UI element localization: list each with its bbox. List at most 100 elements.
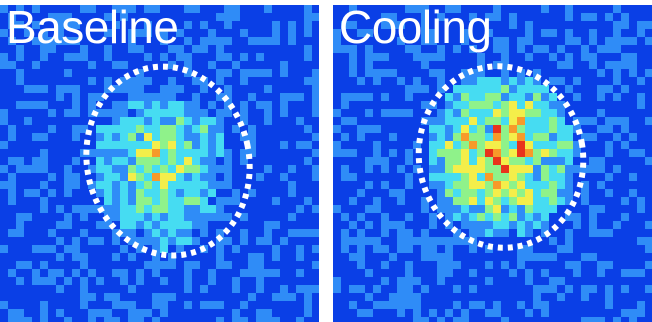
heatmap-pixel <box>349 117 357 125</box>
heatmap-pixel <box>493 229 501 237</box>
heatmap-pixel <box>573 93 581 101</box>
heatmap-pixel <box>120 117 128 125</box>
heatmap-pixel <box>381 301 389 309</box>
heatmap-pixel <box>493 141 501 149</box>
heatmap-pixel <box>296 205 304 213</box>
heatmap-pixel <box>312 93 319 101</box>
heatmap-pixel <box>224 13 232 21</box>
heatmap-pixel <box>208 301 216 309</box>
heatmap-pixel <box>509 165 517 173</box>
heatmap-pixel <box>48 229 56 237</box>
heatmap-pixel <box>264 109 272 117</box>
heatmap-pixel <box>168 141 176 149</box>
heatmap-pixel <box>389 301 397 309</box>
heatmap-pixel <box>533 109 541 117</box>
heatmap-pixel <box>144 221 152 229</box>
heatmap-pixel <box>549 117 557 125</box>
heatmap-pixel <box>112 317 120 322</box>
heatmap-pixel <box>429 309 437 317</box>
heatmap-pixel <box>469 109 477 117</box>
heatmap-pixel <box>573 149 581 157</box>
heatmap-pixel <box>365 269 373 277</box>
heatmap-pixel <box>549 165 557 173</box>
heatmap-pixel <box>533 181 541 189</box>
heatmap-pixel <box>349 237 357 245</box>
heatmap-pixel <box>629 309 637 317</box>
heatmap-pixel <box>589 61 597 69</box>
heatmap-pixel <box>136 157 144 165</box>
heatmap-pixel <box>413 309 421 317</box>
heatmap-pixel <box>112 85 120 93</box>
heatmap-pixel <box>357 237 365 245</box>
heatmap-pixel <box>272 253 280 261</box>
heatmap-pixel <box>88 205 96 213</box>
heatmap-pixel <box>557 277 565 285</box>
heatmap-pixel <box>557 77 565 85</box>
heatmap-pixel <box>405 181 413 189</box>
heatmap-pixel <box>341 165 349 173</box>
heatmap-pixel <box>405 85 413 93</box>
heatmap-pixel <box>381 165 389 173</box>
heatmap-pixel <box>429 117 437 125</box>
heatmap-pixel <box>208 61 216 69</box>
heatmap-pixel <box>296 117 304 125</box>
heatmap-pixel <box>389 109 397 117</box>
heatmap-pixel <box>477 181 485 189</box>
heatmap-pixel <box>56 85 64 93</box>
heatmap-pixel <box>645 117 652 125</box>
heatmap-pixel <box>373 205 381 213</box>
heatmap-pixel <box>381 181 389 189</box>
heatmap-pixel <box>8 309 16 317</box>
heatmap-pixel <box>136 101 144 109</box>
heatmap-pixel <box>517 77 525 85</box>
heatmap-pixel <box>581 181 589 189</box>
heatmap-pixel <box>501 93 509 101</box>
heatmap-pixel <box>469 165 477 173</box>
heatmap-pixel <box>421 29 429 37</box>
heatmap-pixel <box>597 317 605 322</box>
heatmap-pixel <box>248 125 256 133</box>
heatmap-pixel <box>453 117 461 125</box>
heatmap-pixel <box>64 13 72 21</box>
heatmap-pixel <box>112 269 120 277</box>
heatmap-pixel <box>248 293 256 301</box>
heatmap-pixel <box>573 213 581 221</box>
cooling-label: Cooling <box>339 5 492 53</box>
heatmap-pixel <box>104 165 112 173</box>
heatmap-pixel <box>96 237 104 245</box>
heatmap-pixel <box>240 117 248 125</box>
heatmap-pixel <box>549 173 557 181</box>
heatmap-pixel <box>64 213 72 221</box>
heatmap-pixel <box>0 181 8 189</box>
heatmap-pixel <box>88 165 96 173</box>
heatmap-pixel <box>493 61 501 69</box>
heatmap-pixel <box>240 317 248 322</box>
heatmap-pixel <box>413 53 421 61</box>
heatmap-pixel <box>437 77 445 85</box>
heatmap-pixel <box>152 157 160 165</box>
heatmap-pixel <box>24 85 32 93</box>
heatmap-pixel <box>288 213 296 221</box>
heatmap-pixel <box>461 317 469 322</box>
heatmap-pixel <box>469 13 477 21</box>
heatmap-pixel <box>565 197 573 205</box>
heatmap-pixel <box>120 205 128 213</box>
heatmap-pixel <box>557 117 565 125</box>
heatmap-pixel <box>176 29 184 37</box>
heatmap-pixel <box>541 309 549 317</box>
heatmap-pixel <box>541 125 549 133</box>
heatmap-pixel <box>565 213 573 221</box>
heatmap-pixel <box>136 165 144 173</box>
heatmap-pixel <box>248 93 256 101</box>
heatmap-pixel <box>549 77 557 85</box>
heatmap-pixel <box>621 117 629 125</box>
heatmap-pixel <box>128 301 136 309</box>
heatmap-pixel <box>365 205 373 213</box>
heatmap-pixel <box>365 109 373 117</box>
heatmap-pixel <box>429 53 437 61</box>
heatmap-pixel <box>136 309 144 317</box>
heatmap-pixel <box>64 221 72 229</box>
heatmap-pixel <box>168 229 176 237</box>
heatmap-pixel <box>477 189 485 197</box>
heatmap-pixel <box>525 85 533 93</box>
